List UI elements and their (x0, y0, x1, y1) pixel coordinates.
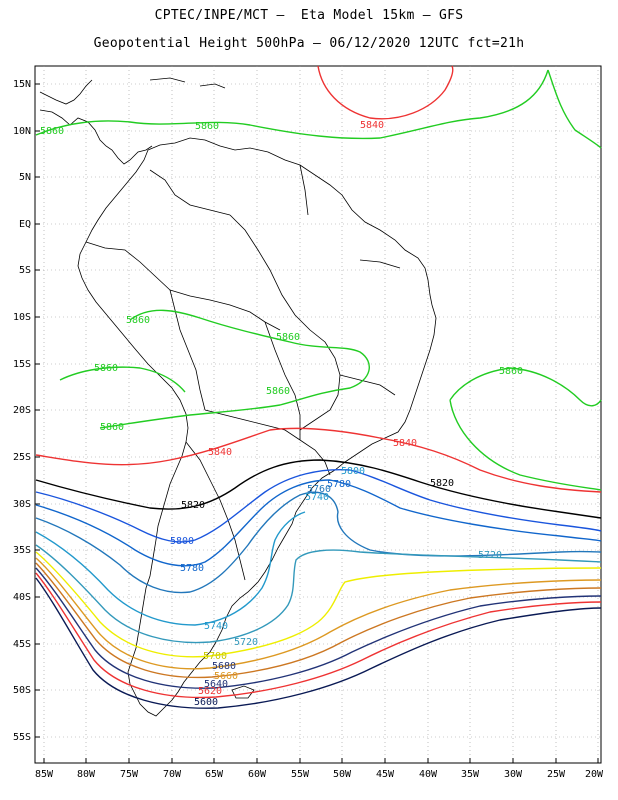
label-5740: 5740 (204, 621, 228, 632)
coastline (39, 77, 437, 717)
lat-label-10n: 10N (13, 126, 31, 137)
contour-5700 (35, 551, 602, 658)
label-5840: 5840 (360, 120, 384, 131)
label-5860: 5860 (195, 121, 219, 132)
contour-5740 (35, 511, 306, 626)
label-5720: 5720 (234, 637, 258, 648)
contour-5840-north (317, 65, 454, 120)
map-subtitle: Geopotential Height 500hPa – 06/12/2020 … (93, 36, 525, 51)
lat-label-30s: 30S (13, 499, 31, 510)
contours (35, 65, 602, 709)
lat-label-20s: 20S (13, 405, 31, 416)
graticule (35, 66, 601, 763)
lon-label-75w: 75W (120, 769, 139, 780)
lon-label-45w: 45W (376, 769, 395, 780)
lat-label-35s: 35S (13, 545, 31, 556)
label-5820: 5820 (181, 500, 205, 511)
contour-5860-west (59, 366, 186, 393)
label-5860: 5860 (94, 363, 118, 374)
contour-5860-north (35, 69, 549, 140)
lon-label-25w: 25W (547, 769, 566, 780)
contour-5820 (35, 459, 602, 519)
lon-label-65w: 65W (205, 769, 224, 780)
lon-label-85w: 85W (35, 769, 54, 780)
label-5840: 5840 (208, 447, 232, 458)
label-5860: 5860 (100, 422, 124, 433)
lat-label-eq: EQ (19, 219, 31, 230)
label-5800: 5800 (170, 536, 194, 547)
label-5680: 5680 (212, 661, 236, 672)
contour-5720 (35, 544, 602, 644)
label-5620: 5620 (198, 686, 222, 697)
lon-label-50w: 50W (333, 769, 352, 780)
lon-label-80w: 80W (77, 769, 96, 780)
label-5780: 5780 (327, 479, 351, 490)
tick-marks (35, 83, 599, 763)
label-5600: 5600 (194, 697, 218, 708)
lon-label-20w: 20W (585, 769, 604, 780)
lat-label-15s: 15S (13, 359, 31, 370)
lat-label-15n: 15N (13, 79, 31, 90)
label-5860: 5860 (499, 366, 523, 377)
map-frame (34, 65, 602, 764)
contour-5780 (35, 479, 602, 567)
lat-label-50s: 50S (13, 685, 31, 696)
label-5700: 5700 (203, 651, 227, 662)
contour-5760 (35, 491, 602, 594)
lon-label-35w: 35W (461, 769, 480, 780)
label-5800: 5800 (341, 466, 365, 477)
label-5820: 5820 (430, 478, 454, 489)
label-5740: 5740 (305, 492, 329, 503)
lat-label-5s: 5S (19, 265, 31, 276)
contour-5620 (35, 572, 602, 699)
contour-5860-northeast (547, 69, 602, 149)
contour-5860-central (99, 309, 370, 429)
lon-label-40w: 40W (419, 769, 438, 780)
map-title: CPTEC/INPE/MCT – Eta Model 15km – GFS (154, 8, 464, 23)
contour-5680 (35, 557, 602, 670)
contour-5840-south (35, 427, 602, 493)
lat-label-5n: 5N (19, 172, 31, 183)
label-5840: 5840 (393, 438, 417, 449)
lon-label-60w: 60W (248, 769, 267, 780)
lat-label-55s: 55S (13, 732, 31, 743)
contour-5660 (35, 562, 602, 679)
label-5760: 5760 (307, 484, 331, 495)
contour-labels: 5860 5860 5860 5860 5860 5860 5860 5860 … (40, 120, 523, 708)
label-5860: 5860 (40, 126, 64, 137)
contour-5860-east (449, 367, 602, 491)
lon-label-70w: 70W (163, 769, 182, 780)
contour-5640 (35, 567, 602, 689)
label-5660: 5660 (214, 671, 238, 682)
label-5640: 5640 (204, 679, 228, 690)
lon-labels: 85W 80W 75W 70W 65W 60W 55W 50W 45W 40W … (35, 769, 604, 780)
lat-labels: 15N 10N 5N EQ 5S 10S 15S 20S 25S 30S 35S… (13, 79, 31, 743)
label-5860: 5860 (276, 332, 300, 343)
lon-label-55w: 55W (291, 769, 310, 780)
label-5860: 5860 (266, 386, 290, 397)
lat-label-45s: 45S (13, 639, 31, 650)
lat-label-25s: 25S (13, 452, 31, 463)
label-5720: 5720 (478, 550, 502, 561)
lat-label-10s: 10S (13, 312, 31, 323)
label-5780: 5780 (180, 563, 204, 574)
lat-label-40s: 40S (13, 592, 31, 603)
contour-5600 (35, 577, 602, 709)
label-5860: 5860 (126, 315, 150, 326)
lon-label-30w: 30W (504, 769, 523, 780)
contour-5800 (35, 468, 602, 543)
